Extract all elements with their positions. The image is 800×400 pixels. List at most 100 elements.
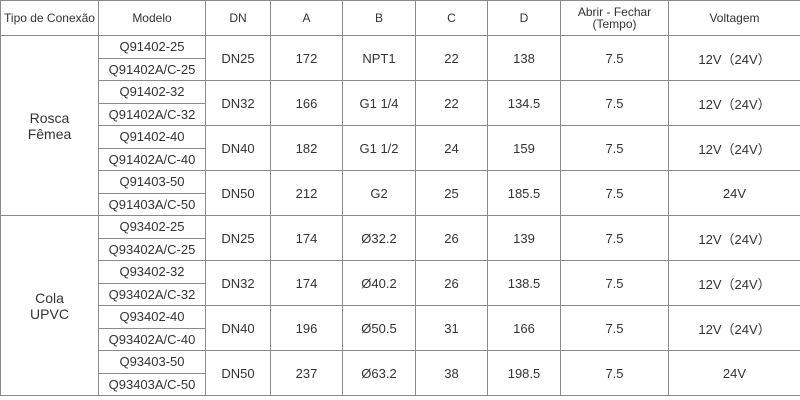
model-text: Q91402-40 — [119, 129, 185, 145]
voltage-cell-text: 12V（24V） — [698, 51, 771, 67]
dn-cell: DN25 — [205, 215, 271, 261]
time-cell-text: 7.5 — [605, 365, 624, 381]
c-cell-text: 22 — [444, 50, 459, 66]
model: Q93402A/C-40 — [98, 327, 206, 351]
a-cell-text: 174 — [295, 275, 318, 291]
b-cell: G2 — [342, 170, 416, 216]
d-cell: 166 — [487, 305, 561, 351]
dn-cell-text: DN32 — [221, 275, 255, 291]
d-cell: 139 — [487, 215, 561, 261]
dn-cell-text: DN40 — [221, 140, 255, 156]
model: Q93403-50 — [98, 350, 206, 374]
d-cell-text: 134.5 — [507, 95, 541, 111]
c-cell-text: 22 — [444, 95, 459, 111]
header-cell-text: C — [447, 11, 456, 25]
model: Q91402-40 — [98, 125, 206, 149]
model: Q91402-25 — [98, 35, 206, 59]
d-cell-text: 139 — [513, 230, 535, 246]
a-cell: 212 — [270, 170, 343, 216]
b-cell-text: G2 — [370, 185, 388, 201]
d-cell-text: 159 — [513, 140, 535, 156]
table-row: Q91402-32 DN32 166 G1 1/4 22 134.5 7.5 12V（24V） — [1, 80, 800, 126]
b-cell: G1 1/2 — [342, 125, 416, 171]
d-cell-text: 166 — [513, 320, 535, 336]
header-cell-text: DN — [229, 11, 247, 25]
d-cell: 159 — [487, 125, 561, 171]
c-cell-text: 31 — [444, 320, 459, 336]
d-cell: 138 — [487, 35, 561, 81]
time-cell: 7.5 — [560, 35, 669, 81]
model: Q93402-32 — [98, 260, 206, 284]
b-cell-text: G1 1/2 — [359, 140, 399, 156]
c-cell-text: 25 — [444, 185, 459, 201]
b-cell: G1 1/4 — [342, 80, 416, 126]
dn-cell: DN25 — [205, 35, 271, 81]
voltage-cell-text: 12V（24V） — [698, 231, 771, 247]
header-cell: Modelo — [98, 0, 206, 36]
model-text: Q93403A/C-50 — [108, 376, 196, 392]
a-cell: 174 — [270, 260, 343, 306]
a-cell-text: 196 — [295, 320, 318, 336]
table-row: Cola UPVC Q93402-25 DN25 174 Ø32.2 26 139 7.5 12… — [0, 215, 800, 396]
model: Q91402A/C-32 — [98, 102, 206, 126]
a-cell-text: 172 — [295, 50, 318, 66]
dn-cell: DN32 — [205, 80, 271, 126]
dn-cell-text: DN25 — [221, 230, 255, 246]
a-cell: 237 — [270, 350, 343, 396]
connection-type-text: Rosca Fêmea — [27, 109, 72, 142]
table-row: Q93402A/C-25 — [1, 237, 800, 261]
dn-cell: DN32 — [205, 260, 271, 306]
header-cell-text: Tipo de Conexão — [4, 11, 95, 25]
b-cell-text: NPT1 — [362, 50, 396, 66]
header-cell-text: Abrir - Fechar (Tempo) — [577, 5, 652, 31]
dn-cell: DN50 — [205, 350, 271, 396]
table-row: Q91402A/C-25 — [1, 57, 800, 81]
dn-cell-text: DN50 — [221, 185, 255, 201]
table-row: Q91402-40 DN40 182 G1 1/2 24 159 7.5 12V（24V） — [1, 125, 800, 171]
dn-cell-text: DN25 — [221, 50, 255, 66]
voltage-cell: 24V — [668, 350, 800, 396]
a-cell: 172 — [270, 35, 343, 81]
model-text: Q93402-25 — [119, 219, 185, 235]
model-text: Q93402-32 — [119, 264, 185, 280]
model-text: Q93402-40 — [119, 309, 185, 325]
voltage-cell: 12V（24V） — [668, 215, 800, 261]
time-cell: 7.5 — [560, 260, 669, 306]
dn-cell: DN40 — [205, 305, 271, 351]
model-text: Q93402A/C-32 — [108, 286, 196, 302]
a-cell: 174 — [270, 215, 343, 261]
model: Q93402A/C-32 — [98, 282, 206, 306]
d-cell: 198.5 — [487, 350, 561, 396]
c-cell: 31 — [415, 305, 488, 351]
time-cell-text: 7.5 — [605, 50, 624, 66]
model: Q91402A/C-25 — [98, 57, 206, 81]
voltage-cell: 24V — [668, 170, 800, 216]
c-cell-text: 26 — [444, 275, 459, 291]
voltage-cell: 12V（24V） — [668, 305, 800, 351]
a-cell-text: 237 — [295, 365, 318, 381]
c-cell: 26 — [415, 260, 488, 306]
b-cell-text: Ø50.5 — [361, 320, 397, 336]
voltage-cell: 12V（24V） — [668, 260, 800, 306]
table-row: Q93403A/C-50 — [1, 372, 800, 396]
header-cell-text: Voltagem — [709, 11, 760, 25]
table-row: Q91403-50 DN50 212 G2 25 185.5 7.5 24V — [1, 170, 800, 216]
header-cell-text: B — [374, 11, 383, 25]
time-cell: 7.5 — [560, 350, 669, 396]
table-row: Q93403-50 DN50 237 Ø63.2 38 198.5 7.5 24V — [1, 350, 800, 396]
voltage-cell-text: 24V — [722, 365, 747, 381]
header-cell-text: D — [519, 11, 529, 25]
header-cell: A — [270, 0, 343, 36]
model-text: Q91402-25 — [119, 39, 185, 55]
header-cell: B — [342, 0, 416, 36]
a-cell-text: 166 — [295, 95, 318, 111]
c-cell-text: 24 — [444, 140, 459, 156]
model-text: Q93402A/C-25 — [108, 241, 196, 257]
voltage-cell-text: 12V（24V） — [698, 321, 771, 337]
model: Q93403A/C-50 — [98, 372, 206, 396]
c-cell: 26 — [415, 215, 488, 261]
a-cell: 196 — [270, 305, 343, 351]
connection-type-text: Cola UPVC — [30, 289, 69, 322]
model-text: Q91402A/C-32 — [108, 106, 196, 122]
